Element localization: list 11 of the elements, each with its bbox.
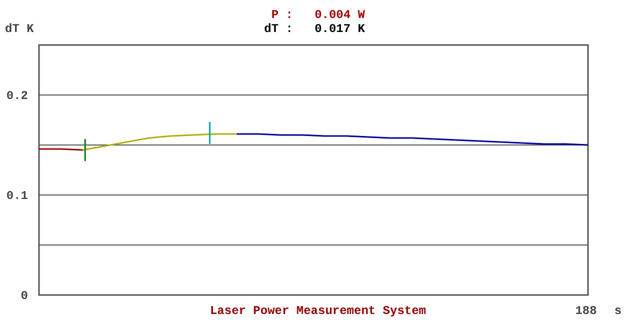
y-tick-label: 0.1 <box>6 189 28 204</box>
y-tick-label: 0 <box>20 289 28 304</box>
y-axis-title: dT K <box>5 22 35 36</box>
text: Laser Power Measurement System <box>210 304 426 318</box>
y-tick-label: 0.2 <box>6 89 28 104</box>
line-series <box>82 133 238 151</box>
text: P : 0.004 W <box>271 8 366 22</box>
text: 188 <box>575 304 597 318</box>
line-series <box>236 133 589 146</box>
x-axis-title: s <box>614 304 622 318</box>
text: dT : 0.017 K <box>264 22 366 36</box>
